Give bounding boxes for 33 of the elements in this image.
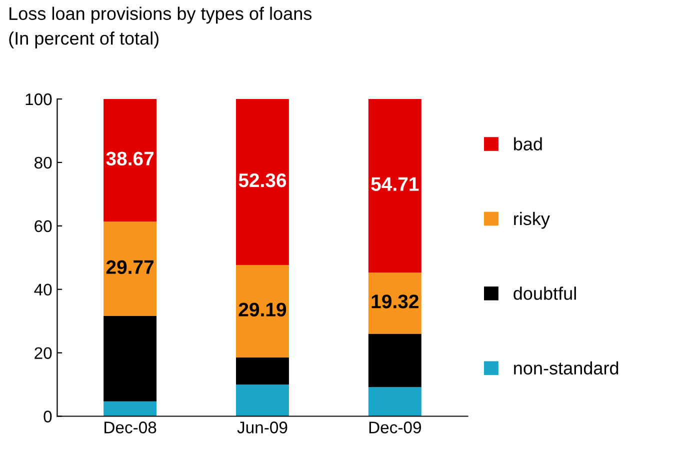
chart-subtitle: (In percent of total) — [9, 32, 158, 48]
bar — [236, 99, 289, 265]
bar — [368, 334, 422, 388]
y-tick-label: 0 — [44, 410, 52, 422]
data-label: 52.36 — [238, 173, 286, 188]
legend-label: doubtful — [514, 286, 576, 300]
bar — [236, 358, 289, 385]
y-tick-label: 40 — [34, 284, 52, 296]
x-tick-label: Dec-08 — [104, 422, 156, 434]
bar — [104, 401, 157, 416]
x-tick-label: Dec-09 — [369, 422, 421, 434]
bar — [104, 316, 157, 402]
bar — [104, 222, 157, 316]
y-tick-label: 100 — [26, 93, 52, 106]
bar — [104, 99, 157, 222]
chart-title: Loss loan provisions by types of loans — [10, 6, 312, 24]
y-tick-label: 60 — [34, 220, 52, 232]
data-label: 29.77 — [106, 260, 154, 274]
bar — [236, 384, 289, 416]
bar — [368, 387, 422, 416]
data-label: 38.67 — [106, 152, 154, 166]
data-label: 29.19 — [238, 302, 286, 316]
data-label: 19.32 — [372, 294, 418, 308]
x-tick-label: Jun-09 — [237, 422, 288, 434]
y-tick-label: 80 — [34, 156, 52, 169]
bar — [368, 272, 422, 334]
data-label: 54.71 — [371, 177, 419, 191]
y-tick-label: 20 — [34, 347, 52, 360]
legend-label: bad — [514, 137, 542, 150]
legend-label: non-standard — [514, 361, 618, 375]
legend-label: risky — [514, 212, 550, 229]
bar — [368, 99, 422, 272]
bar — [236, 264, 289, 358]
